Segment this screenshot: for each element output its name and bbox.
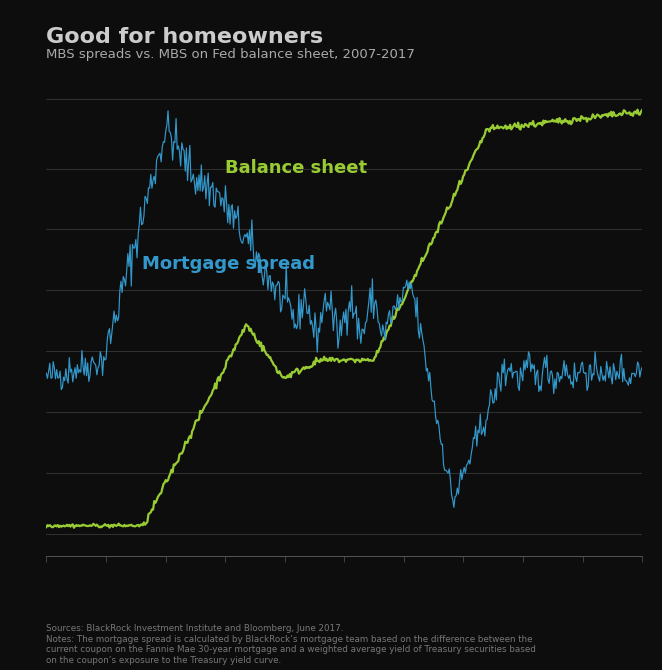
Text: Balance sheet: Balance sheet xyxy=(225,159,367,177)
Text: Sources: BlackRock Investment Institute and Bloomberg, June 2017.
Notes: The mor: Sources: BlackRock Investment Institute … xyxy=(46,624,536,665)
Text: Mortgage spread: Mortgage spread xyxy=(142,255,314,273)
Text: MBS spreads vs. MBS on Fed balance sheet, 2007-2017: MBS spreads vs. MBS on Fed balance sheet… xyxy=(46,48,415,61)
Text: Good for homeowners: Good for homeowners xyxy=(46,27,324,47)
